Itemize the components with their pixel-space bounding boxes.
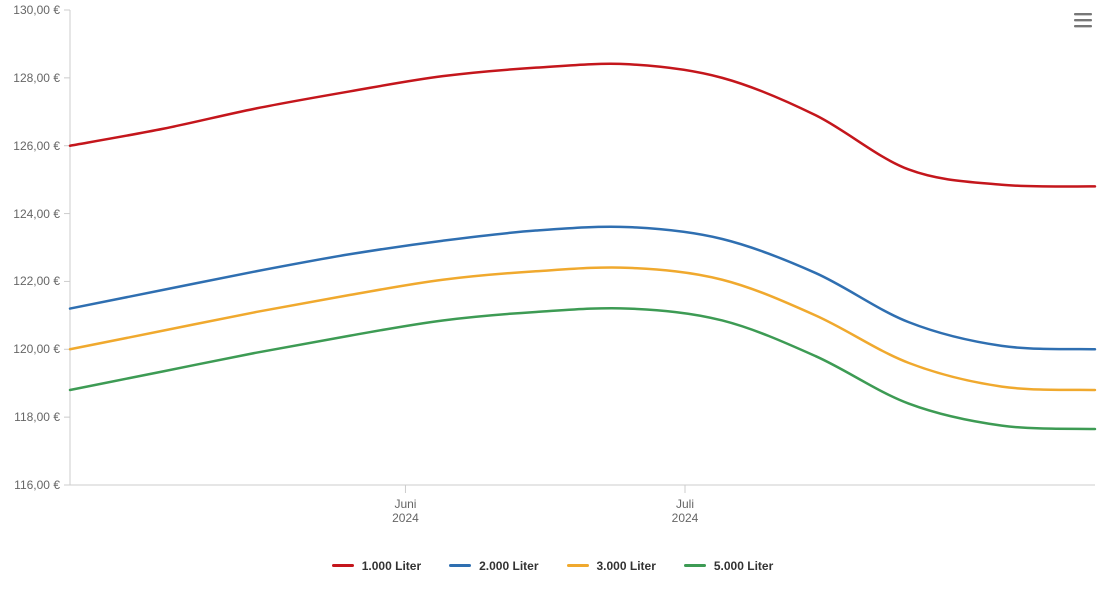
x-tick-year: 2024	[392, 511, 419, 525]
legend-item-s3[interactable]: 3.000 Liter	[567, 559, 656, 573]
chart-menu-button[interactable]	[1069, 6, 1097, 34]
series-line-s1[interactable]	[70, 64, 1095, 187]
x-tick-label: Juni2024	[392, 497, 419, 525]
y-tick-label: 120,00 €	[0, 342, 60, 356]
legend-label: 1.000 Liter	[362, 559, 421, 573]
legend-swatch	[332, 564, 354, 567]
x-tick-month: Juli	[672, 497, 699, 511]
legend-swatch	[567, 564, 589, 567]
y-tick-label: 130,00 €	[0, 3, 60, 17]
x-tick-month: Juni	[392, 497, 419, 511]
chart-container: 116,00 € 118,00 € 120,00 € 122,00 € 124,00 €…	[0, 0, 1105, 603]
y-tick-label: 116,00 €	[0, 478, 60, 492]
x-tick-year: 2024	[672, 511, 699, 525]
legend-label: 2.000 Liter	[479, 559, 538, 573]
chart-legend: 1.000 Liter 2.000 Liter 3.000 Liter 5.000 L…	[0, 556, 1105, 573]
legend-item-s1[interactable]: 1.000 Liter	[332, 559, 421, 573]
series-line-s3[interactable]	[70, 267, 1095, 390]
y-tick-label: 118,00 €	[0, 410, 60, 424]
legend-label: 5.000 Liter	[714, 559, 773, 573]
y-tick-label: 128,00 €	[0, 71, 60, 85]
legend-label: 3.000 Liter	[597, 559, 656, 573]
y-tick-label: 124,00 €	[0, 207, 60, 221]
y-tick-label: 126,00 €	[0, 139, 60, 153]
x-tick-label: Juli2024	[672, 497, 699, 525]
y-tick-label: 122,00 €	[0, 274, 60, 288]
series-line-s4[interactable]	[70, 308, 1095, 429]
series-line-s2[interactable]	[70, 227, 1095, 350]
legend-swatch	[449, 564, 471, 567]
legend-swatch	[684, 564, 706, 567]
legend-item-s2[interactable]: 2.000 Liter	[449, 559, 538, 573]
line-chart-svg	[0, 0, 1105, 603]
legend-item-s4[interactable]: 5.000 Liter	[684, 559, 773, 573]
hamburger-icon	[1074, 12, 1092, 28]
